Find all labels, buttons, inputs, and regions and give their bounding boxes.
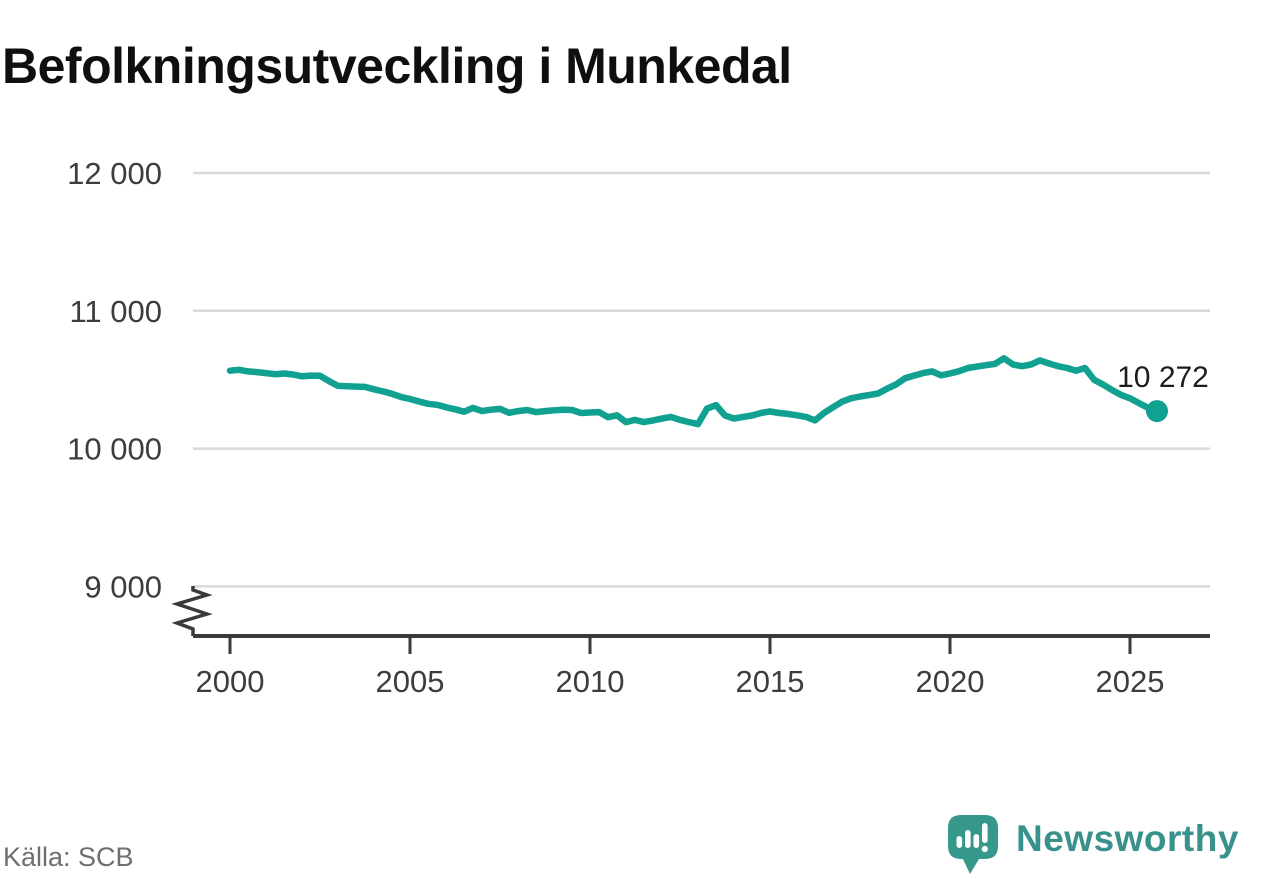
x-tick-label: 2005 xyxy=(376,664,445,699)
x-tick-label: 2010 xyxy=(556,664,625,699)
x-axis-ticks-group: 2000 2005 2010 2015 2020 2025 xyxy=(196,636,1165,699)
y-axis-labels-group: 9 000 10 000 11 000 12 000 xyxy=(67,156,162,604)
y-tick-label: 10 000 xyxy=(67,432,162,467)
gridlines-group xyxy=(193,171,1210,588)
source-caption: Källa: SCB xyxy=(3,842,134,872)
data-line-group xyxy=(226,355,1168,428)
x-tick-label: 2020 xyxy=(916,664,985,699)
chart-title: Befolkningsutveckling i Munkedal xyxy=(2,37,792,94)
population-line xyxy=(226,355,1161,428)
newsworthy-brand: Newsworthy xyxy=(946,814,1239,876)
last-value-label: 10 272 xyxy=(1117,361,1209,394)
x-tick-label: 2000 xyxy=(196,664,265,699)
y-axis-break-zigzag xyxy=(171,586,213,636)
last-point-marker xyxy=(1146,400,1168,423)
y-tick-label: 9 000 xyxy=(84,569,162,604)
x-tick-label: 2015 xyxy=(736,664,805,699)
x-tick-label: 2025 xyxy=(1096,664,1165,699)
y-tick-label: 12 000 xyxy=(67,156,162,191)
y-tick-label: 11 000 xyxy=(69,294,162,329)
newsworthy-wordmark: Newsworthy xyxy=(1016,817,1239,859)
newsworthy-logo-icon xyxy=(948,815,998,874)
